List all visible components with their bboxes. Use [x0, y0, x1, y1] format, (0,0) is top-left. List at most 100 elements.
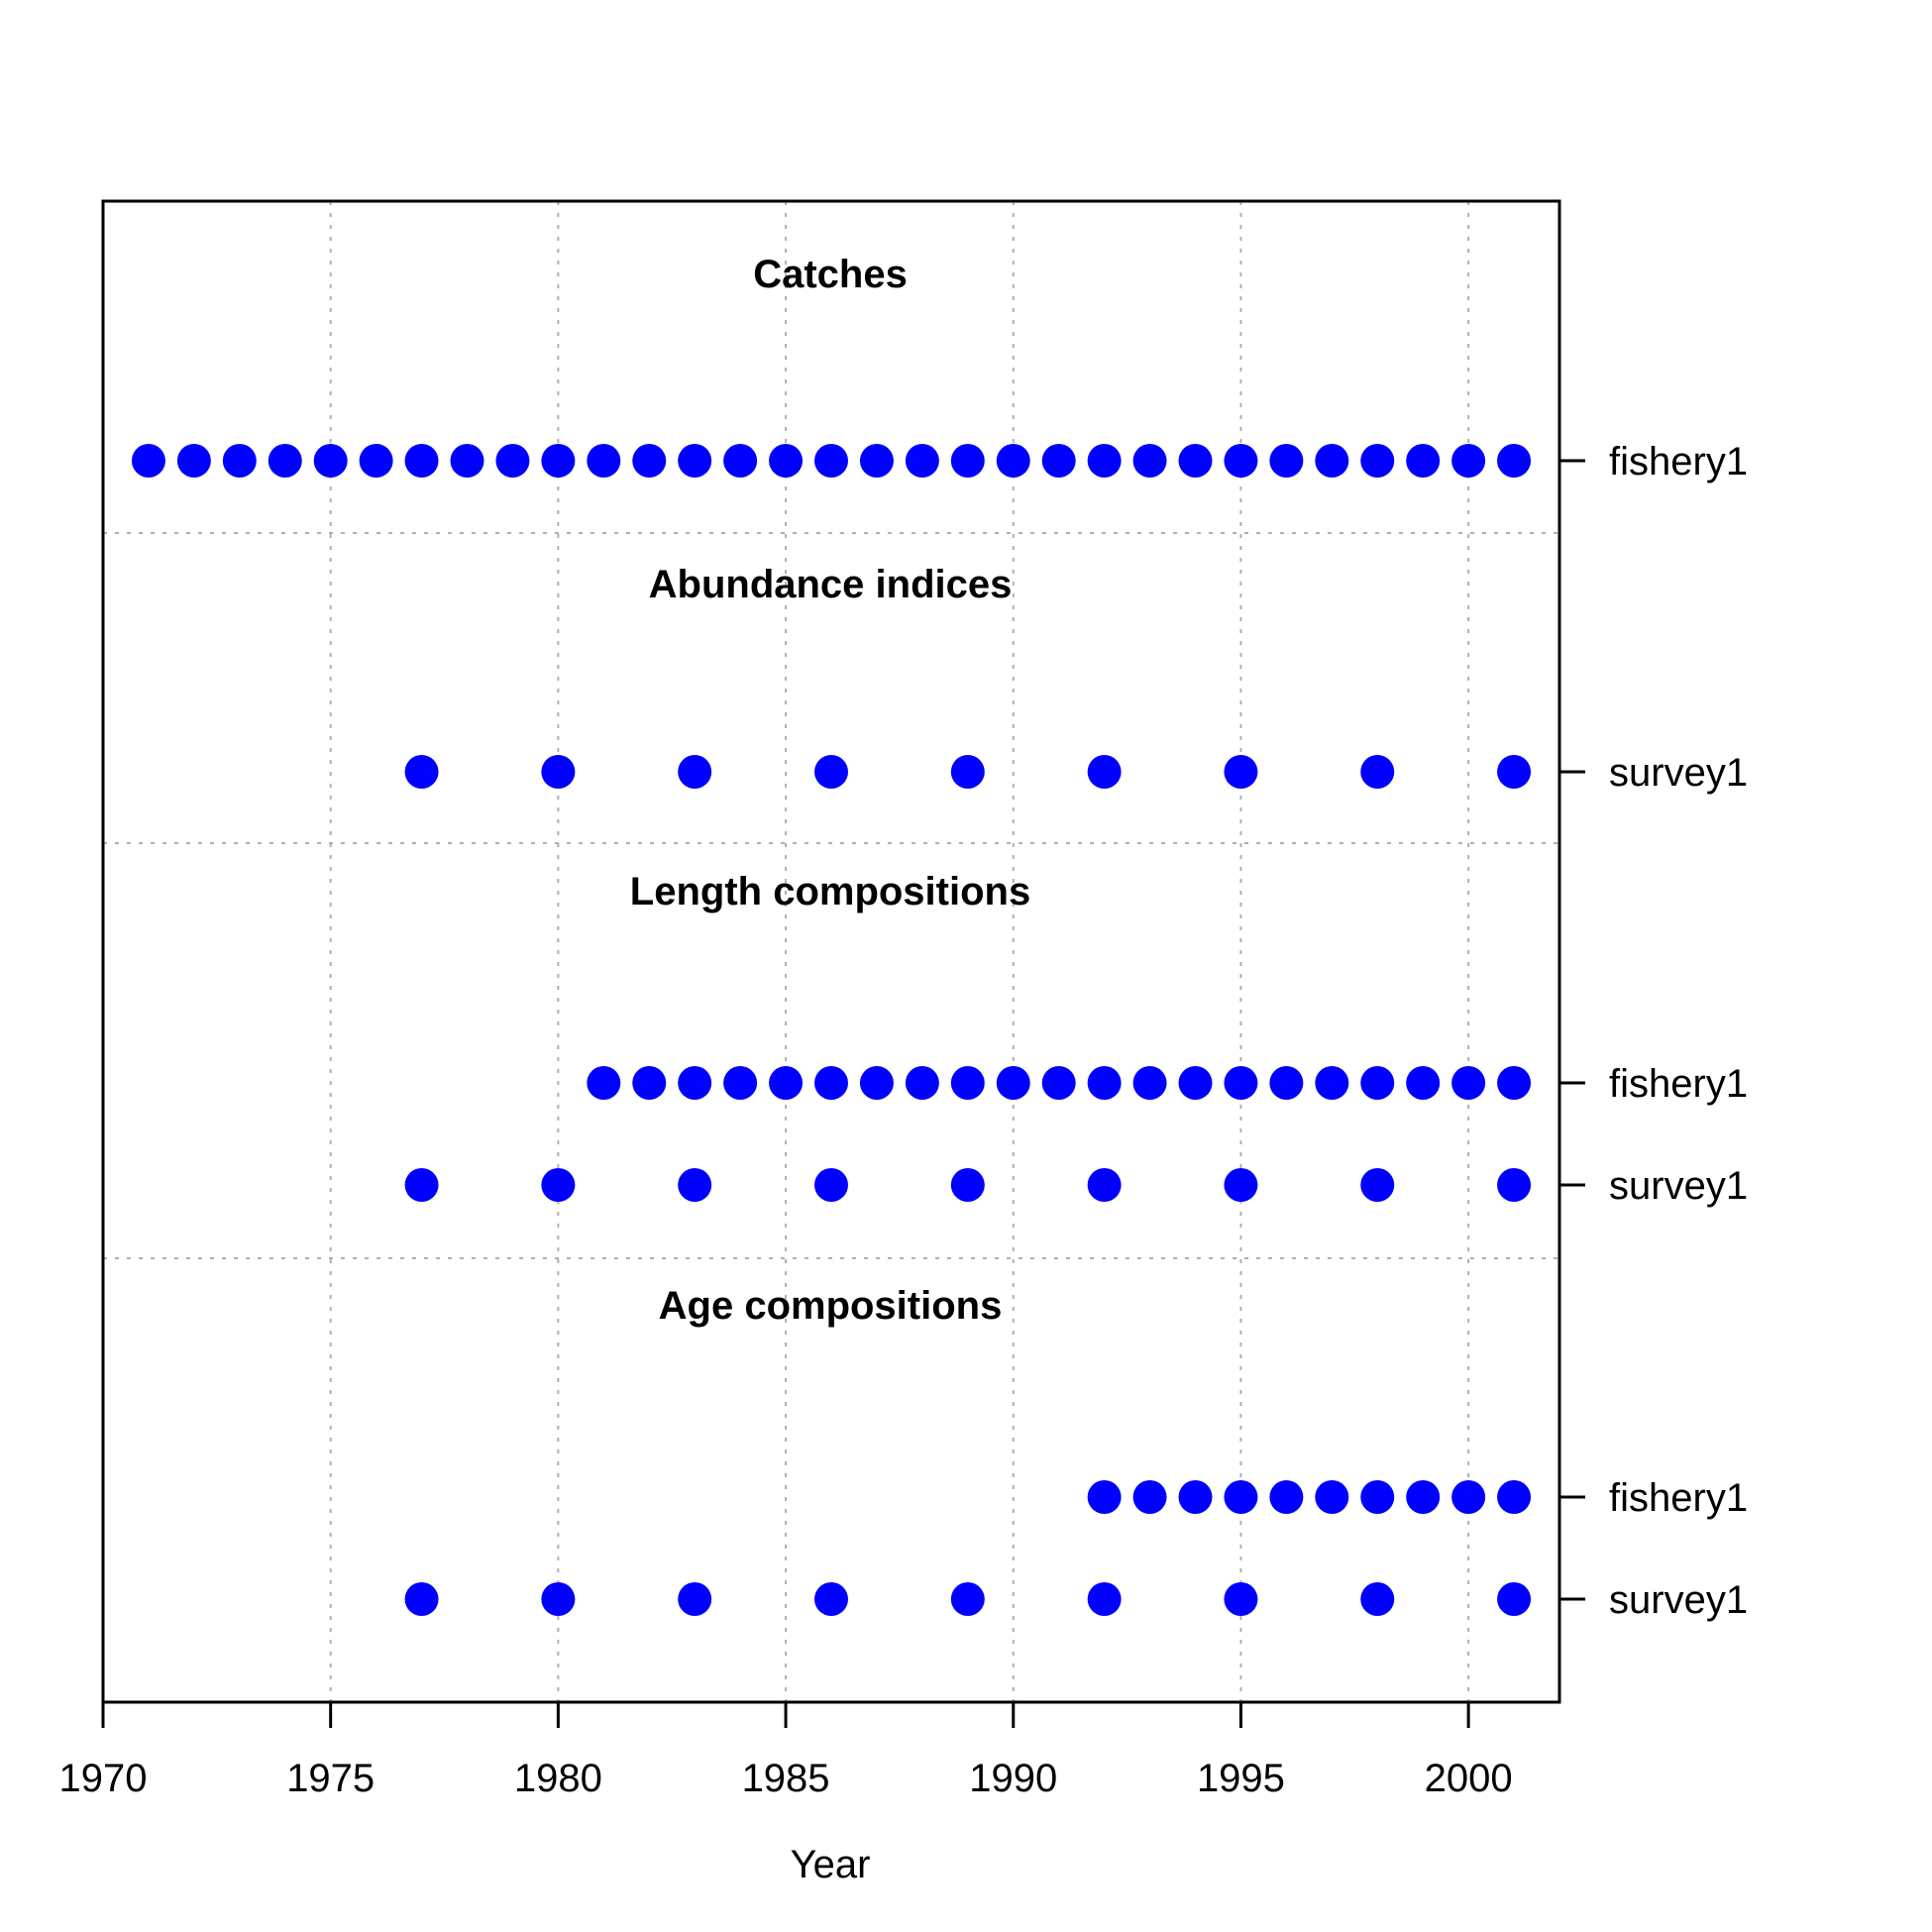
data-point	[950, 1066, 985, 1100]
data-point	[996, 1066, 1030, 1100]
x-tick-label: 1985	[742, 1757, 830, 1800]
data-point	[723, 1066, 758, 1100]
data-point	[1269, 1480, 1304, 1514]
data-point	[1224, 1168, 1258, 1202]
data-point	[1451, 444, 1486, 478]
data-point	[1178, 1066, 1213, 1100]
data-point	[1269, 444, 1304, 478]
data-point	[1497, 1480, 1532, 1514]
data-point	[541, 444, 576, 478]
x-tick-label: 1995	[1197, 1757, 1285, 1800]
data-point	[1269, 1066, 1304, 1100]
data-point	[814, 1582, 848, 1616]
data-point	[222, 444, 257, 478]
data-point	[1087, 1066, 1122, 1100]
row-label: survey1	[1609, 1578, 1748, 1622]
data-point	[950, 1582, 985, 1616]
data-point	[1406, 444, 1441, 478]
data-point	[905, 444, 939, 478]
data-point	[1360, 755, 1395, 789]
data-point	[1224, 1480, 1258, 1514]
data-point	[1087, 1480, 1122, 1514]
data-point	[1360, 1480, 1395, 1514]
data-point	[814, 1066, 848, 1100]
data-point	[1360, 1582, 1395, 1616]
x-tick-label: 2000	[1425, 1757, 1513, 1800]
data-point	[1497, 1582, 1532, 1616]
data-point	[996, 444, 1030, 478]
data-point	[859, 1066, 894, 1100]
row-label: survey1	[1609, 1164, 1748, 1208]
data-point	[131, 444, 165, 478]
data-point	[1041, 1066, 1076, 1100]
data-point	[723, 444, 758, 478]
data-point	[1360, 444, 1395, 478]
data-point	[1224, 755, 1258, 789]
data-point	[404, 1168, 439, 1202]
data-point	[404, 444, 439, 478]
data-point	[587, 1066, 621, 1100]
data-point	[1406, 1480, 1441, 1514]
data-point	[678, 1582, 712, 1616]
data-point	[541, 1582, 576, 1616]
data-point	[1406, 1066, 1441, 1100]
data-point	[1041, 444, 1076, 478]
data-point	[1360, 1168, 1395, 1202]
data-point	[1315, 1480, 1349, 1514]
data-point	[1132, 444, 1167, 478]
data-point	[1087, 1168, 1122, 1202]
x-tick-label: 1975	[286, 1757, 375, 1800]
data-point	[950, 444, 985, 478]
data-point	[1451, 1066, 1486, 1100]
data-point	[632, 1066, 667, 1100]
data-point	[1178, 1480, 1213, 1514]
data-point	[1451, 1480, 1486, 1514]
data-point	[1087, 755, 1122, 789]
data-point	[950, 1168, 985, 1202]
data-point	[1315, 1066, 1349, 1100]
data-point	[632, 444, 667, 478]
section-title: Length compositions	[630, 870, 1030, 913]
data-point	[814, 1168, 848, 1202]
data-point	[313, 444, 348, 478]
data-point	[678, 444, 712, 478]
data-point	[678, 1168, 712, 1202]
plot-frame	[101, 199, 1561, 1704]
data-point	[541, 1168, 576, 1202]
data-point	[1132, 1480, 1167, 1514]
row-label: fishery1	[1609, 440, 1748, 483]
data-point	[495, 444, 530, 478]
data-point	[814, 444, 848, 478]
data-point	[678, 1066, 712, 1100]
x-tick-label: 1970	[59, 1757, 148, 1800]
data-point	[176, 444, 211, 478]
data-point	[541, 755, 576, 789]
data-point	[404, 1582, 439, 1616]
axes: fishery1 survey1 fishery1 survey1 fishery1 su…	[59, 199, 1748, 1800]
row-label: fishery1	[1609, 1476, 1748, 1520]
data-point	[1497, 444, 1532, 478]
grid-lines	[102, 201, 1559, 1702]
x-axis-title: Year	[791, 1843, 871, 1886]
section-title: Catches	[753, 253, 908, 296]
data-point	[905, 1066, 939, 1100]
data-point	[1132, 1066, 1167, 1100]
data-point	[450, 444, 484, 478]
data-point	[1178, 444, 1213, 478]
section-titles: Catches Abundance indices Length compositi…	[630, 253, 1030, 1328]
row-label: fishery1	[1609, 1062, 1748, 1106]
data-point	[1224, 444, 1258, 478]
x-tick-label: 1980	[514, 1757, 602, 1800]
data-point	[1360, 1066, 1395, 1100]
data-point	[1087, 1582, 1122, 1616]
data-point	[769, 444, 804, 478]
data-point	[1224, 1066, 1258, 1100]
data-point	[1224, 1582, 1258, 1616]
data-point	[1497, 1066, 1532, 1100]
data-point	[1497, 1168, 1532, 1202]
data-point	[587, 444, 621, 478]
data-point	[404, 755, 439, 789]
data-point	[1497, 755, 1532, 789]
data-point	[1087, 444, 1122, 478]
